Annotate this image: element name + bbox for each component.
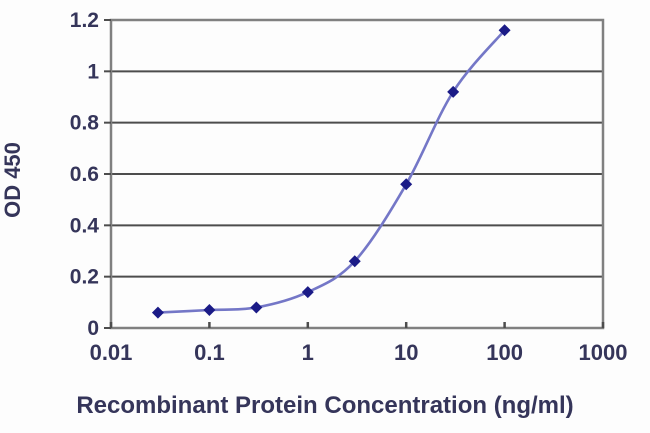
x-tick-label: 1000 — [579, 340, 628, 365]
x-tick-label: 0.01 — [90, 340, 133, 365]
x-tick-label: 0.1 — [194, 340, 225, 365]
x-tick-label: 1 — [302, 340, 314, 365]
data-point-marker — [498, 24, 511, 37]
data-point-marker — [301, 286, 314, 299]
data-point-marker — [151, 306, 164, 319]
y-tick-label: 1.2 — [70, 9, 99, 32]
data-line — [156, 29, 506, 314]
y-tick-label: 0.6 — [70, 163, 99, 186]
data-point-marker — [400, 178, 413, 191]
y-axis-title: OD 450 — [0, 142, 25, 218]
y-tick-label: 1 — [87, 60, 99, 83]
x-tick-label: 10 — [394, 340, 418, 365]
y-tick-label: 0.4 — [70, 214, 100, 237]
x-axis-title: Recombinant Protein Concentration (ng/ml… — [76, 392, 574, 419]
x-tick-label: 100 — [486, 340, 523, 365]
y-tick-label: 0 — [87, 317, 99, 340]
data-point-marker — [447, 85, 460, 98]
data-point-marker — [203, 304, 216, 317]
data-point-marker — [348, 255, 361, 268]
data-point-marker — [250, 301, 263, 314]
y-tick-label: 0.8 — [70, 112, 100, 135]
y-tick-label: 0.2 — [70, 266, 99, 289]
